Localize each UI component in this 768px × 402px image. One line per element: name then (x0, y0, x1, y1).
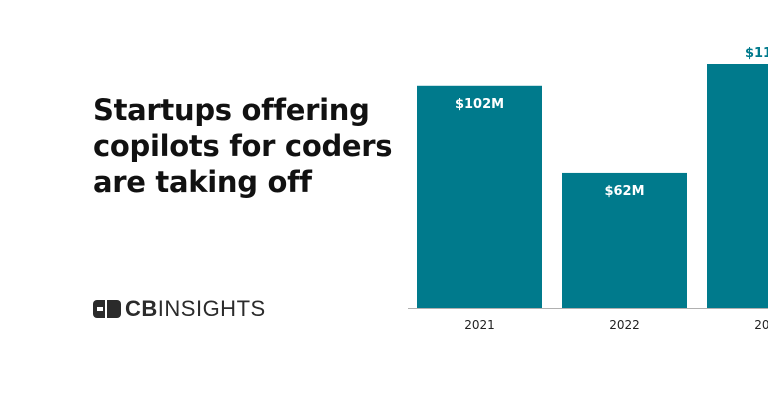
bar-2021 (417, 85, 542, 309)
bar-2022 (562, 172, 687, 308)
x-tick-2021: 2021 (464, 318, 495, 332)
data-label-2022: $62M (604, 184, 644, 199)
headline: Startups offering copilots for coders ar… (93, 93, 393, 199)
x-tick-2022: 2022 (609, 318, 640, 332)
data-label-2023: $112M (745, 46, 768, 61)
bar-2023 (707, 64, 768, 308)
logo-cb-text: CB (125, 296, 158, 321)
logo-wordmark: CBINSIGHTS (125, 296, 266, 322)
logo-insights-text: INSIGHTS (157, 296, 266, 321)
data-label-2021: $102M (455, 97, 504, 112)
cb-logo-icon (93, 300, 121, 318)
cb-insights-logo: CBINSIGHTS (93, 296, 266, 322)
x-tick-2023: 2023 (754, 318, 768, 332)
